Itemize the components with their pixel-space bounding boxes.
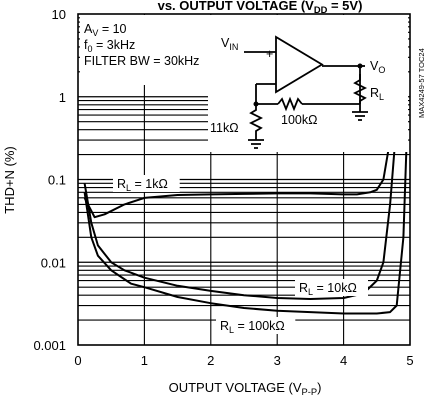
plot-frame — [77, 13, 411, 346]
chart-title: vs. OUTPUT VOLTAGE (VDD = 5V) — [158, 0, 363, 15]
ground-symbol — [352, 111, 368, 121]
y-tick-label: 0.01 — [41, 255, 66, 270]
conditions-box — [80, 15, 212, 85]
y-tick-label: 0.1 — [48, 173, 66, 188]
series-label-bg — [295, 279, 368, 296]
series-label-bg — [216, 317, 296, 334]
x-axis-label: OUTPUT VOLTAGE (VP-P) — [169, 380, 322, 397]
rg-label: 11kΩ — [210, 121, 239, 135]
tick-labels: 0 1 2 3 4 5 0.001 0.01 0.1 1 10 — [33, 7, 413, 368]
x-tick-label: 0 — [74, 353, 81, 368]
rl-resistor — [352, 74, 368, 112]
series-label-bg — [113, 175, 180, 192]
series-label: RL = 100kΩ — [220, 319, 285, 335]
x-tick-label: 5 — [406, 353, 413, 368]
x-tick-label: 3 — [274, 353, 281, 368]
circuit-box-ext — [208, 90, 253, 152]
figure-id-label: MAX4249-57 TOC24 — [417, 48, 426, 118]
x-tick-label: 2 — [207, 353, 214, 368]
condition-text: FILTER BW = 30kHz — [84, 54, 199, 68]
rf-label: 100kΩ — [281, 113, 317, 127]
series-line — [83, 38, 401, 219]
series-line — [83, 139, 408, 315]
x-tick-label: 4 — [340, 353, 347, 368]
condition-text: AV = 10 — [84, 22, 127, 38]
opamp-symbol — [275, 35, 324, 94]
opamp-plus: + — [266, 47, 273, 61]
y-axis-label: THD+N (%) — [2, 146, 17, 214]
rf-resistor — [277, 96, 303, 112]
series-label: RL = 10kΩ — [299, 281, 357, 297]
series-lines — [83, 21, 408, 315]
series-label: RL = 1kΩ — [117, 177, 168, 193]
x-tick-label: 1 — [141, 353, 148, 368]
series-line — [83, 21, 405, 300]
rg-resistor — [248, 104, 264, 140]
y-tick-label: 10 — [52, 7, 66, 22]
ground-symbol — [248, 139, 264, 149]
condition-text: f0 = 3kHz — [84, 38, 135, 54]
y-tick-label: 0.001 — [33, 338, 66, 353]
y-tick-label: 1 — [59, 90, 66, 105]
